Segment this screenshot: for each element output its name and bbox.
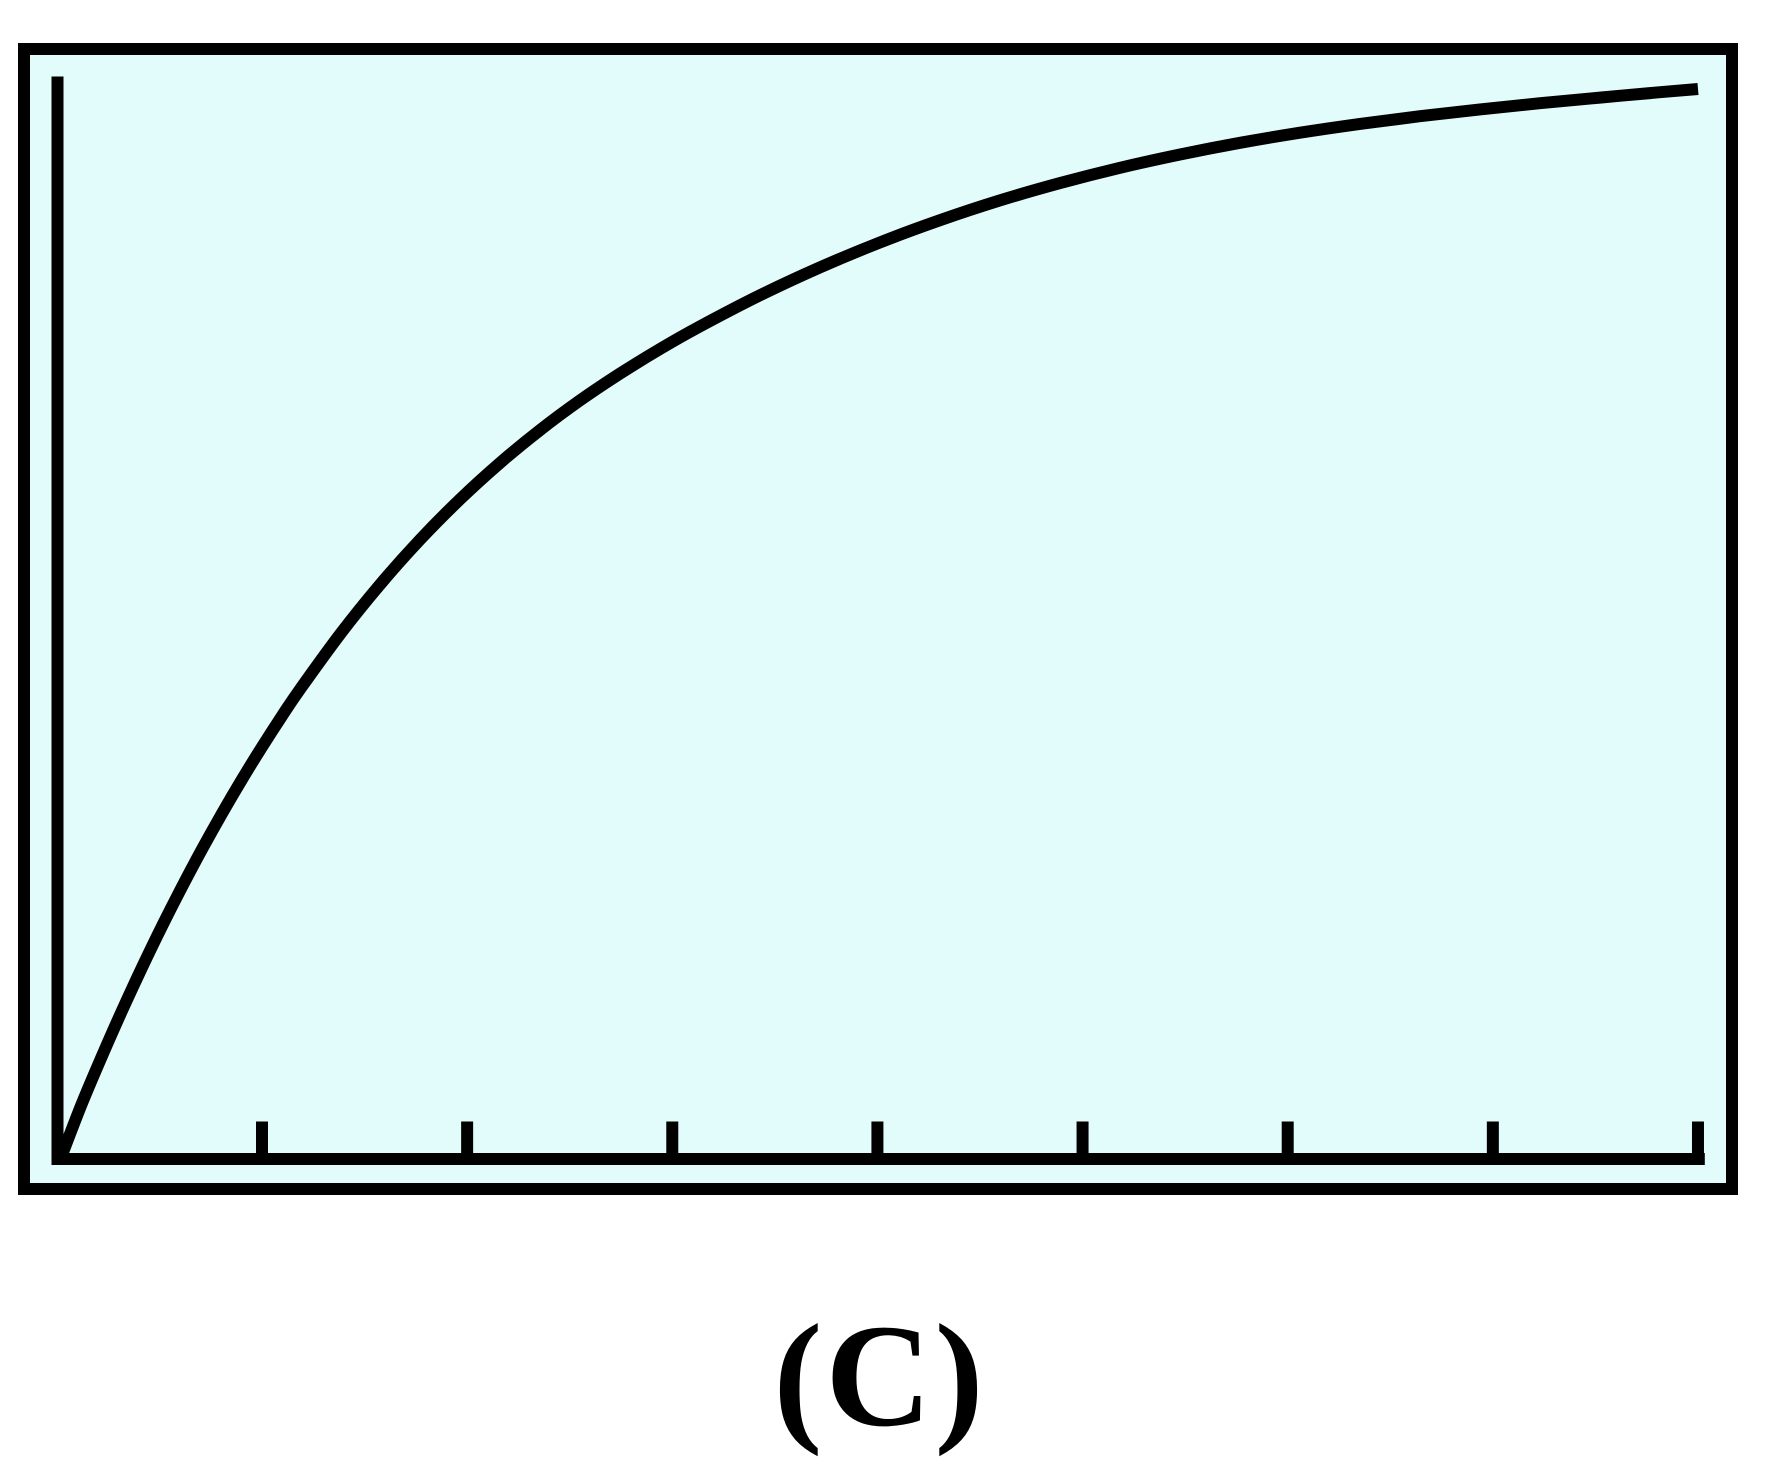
- x-axis-ticks: [256, 1121, 1704, 1159]
- plot-box: [18, 43, 1738, 1195]
- figure-caption: (C): [773, 1294, 987, 1457]
- saturation-curve: [56, 83, 1699, 1158]
